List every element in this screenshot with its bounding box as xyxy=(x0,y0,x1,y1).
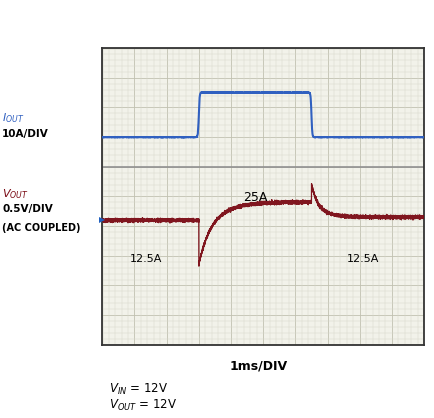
Text: 1ms/DIV: 1ms/DIV xyxy=(229,359,287,372)
Text: $V_{IN}$ = 12V: $V_{IN}$ = 12V xyxy=(108,382,168,397)
Text: $\mathit{V}_{OUT}$: $\mathit{V}_{OUT}$ xyxy=(2,188,29,201)
Text: $V_{OUT}$ = 12V: $V_{OUT}$ = 12V xyxy=(108,398,177,413)
Text: (AC COUPLED): (AC COUPLED) xyxy=(2,223,80,233)
Text: 25A: 25A xyxy=(242,191,267,204)
Text: 10A/DIV: 10A/DIV xyxy=(2,130,49,140)
Text: 12.5A: 12.5A xyxy=(346,254,378,264)
Text: 0.5V/DIV: 0.5V/DIV xyxy=(2,204,53,214)
Text: 12.5A: 12.5A xyxy=(129,254,161,264)
Text: $\mathit{I}_{OUT}$: $\mathit{I}_{OUT}$ xyxy=(2,111,24,125)
